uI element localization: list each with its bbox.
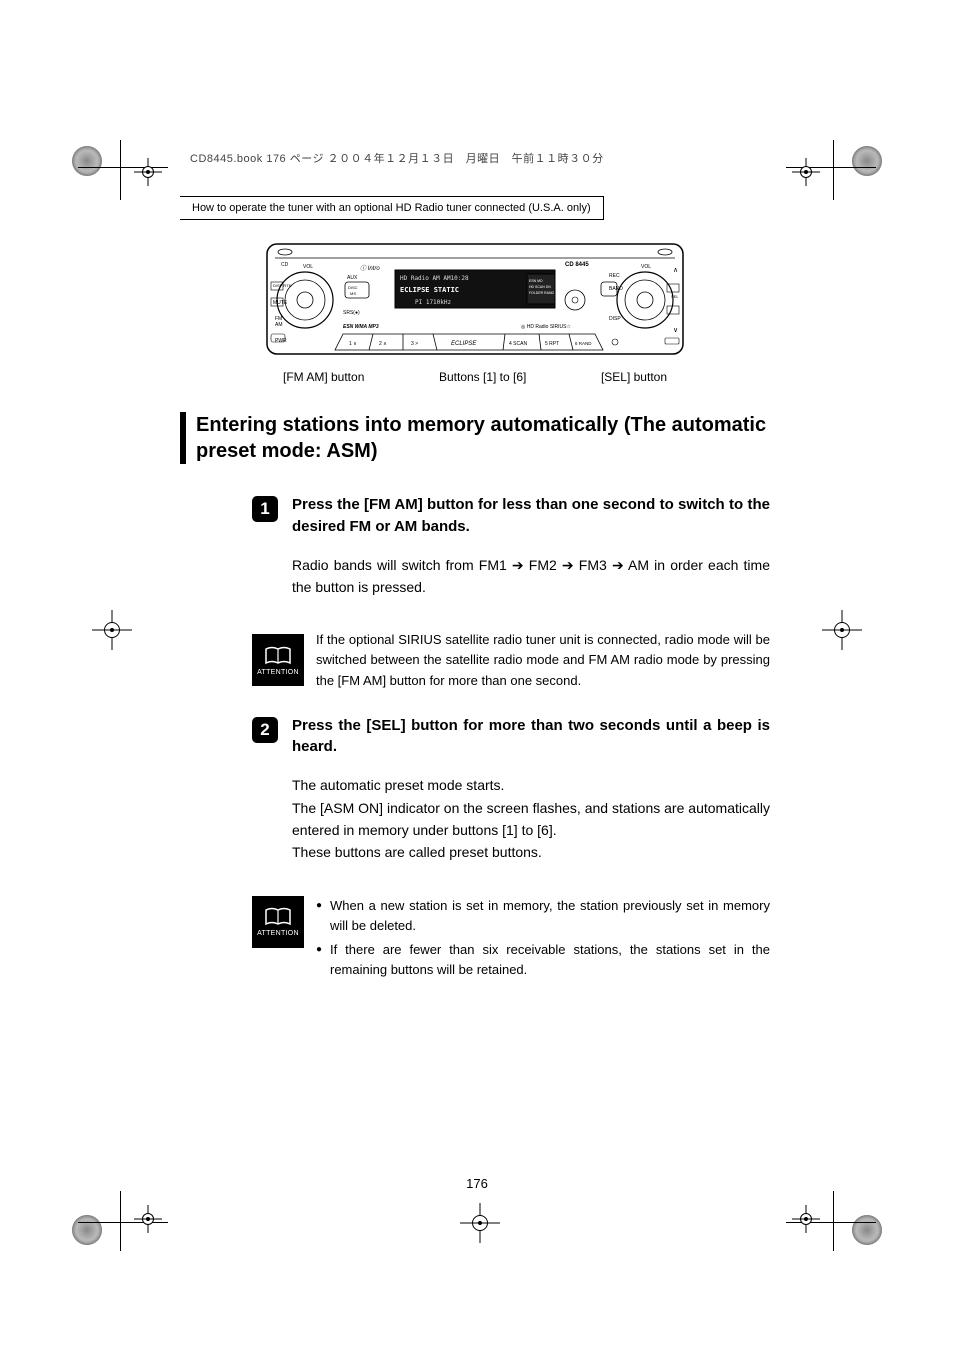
device-figure: CD VOL DISP RTN MUTE FM AM PWR VOL REC B… bbox=[265, 242, 685, 384]
step-1-text: Radio bands will switch from FM1 ➔ FM2 ➔… bbox=[292, 554, 770, 599]
attention-1: ATTENTION If the optional SIRIUS satelli… bbox=[252, 630, 770, 690]
svg-text:PI 1710kHz: PI 1710kHz bbox=[415, 299, 452, 306]
svg-text:6 RAND: 6 RAND bbox=[575, 341, 592, 346]
svg-text:VOL: VOL bbox=[303, 264, 313, 270]
step-2-title: Press the [SEL] button for more than two… bbox=[292, 715, 770, 759]
main-heading: Entering stations into memory automatica… bbox=[196, 412, 770, 464]
svg-text:∧: ∧ bbox=[673, 267, 678, 274]
svg-text:DISP RTN: DISP RTN bbox=[273, 283, 292, 288]
attention-2: ATTENTION When a new station is set in m… bbox=[252, 896, 770, 985]
svg-text:SEL: SEL bbox=[671, 294, 679, 299]
svg-text:BAND: BAND bbox=[609, 286, 623, 292]
step-2: 2 Press the [SEL] button for more than t… bbox=[180, 715, 770, 878]
svg-text:HD SCAN DN: HD SCAN DN bbox=[529, 285, 551, 289]
svg-text:DISP: DISP bbox=[609, 316, 621, 322]
svg-text:MS: MS bbox=[350, 291, 356, 296]
book-header: CD8445.book 176 ページ ２００４年１２月１３日 月曜日 午前１１… bbox=[180, 150, 770, 166]
svg-text:ⓘ Intro: ⓘ Intro bbox=[360, 264, 380, 272]
svg-text:2 ∧: 2 ∧ bbox=[379, 341, 387, 347]
attention-2-bullet-1: When a new station is set in memory, the… bbox=[316, 896, 770, 936]
page-number: 176 bbox=[0, 1176, 954, 1191]
section-header: How to operate the tuner with an optiona… bbox=[180, 196, 604, 220]
figure-callout-left: [FM AM] button bbox=[283, 370, 364, 384]
svg-text:3 >: 3 > bbox=[411, 341, 418, 347]
attention-label-2: ATTENTION bbox=[257, 930, 299, 937]
svg-text:ESN WMA MP3: ESN WMA MP3 bbox=[343, 324, 379, 330]
svg-text:4 SCAN: 4 SCAN bbox=[509, 341, 527, 347]
book-icon bbox=[264, 906, 292, 928]
svg-text:ECLIPSE: ECLIPSE bbox=[451, 341, 477, 347]
svg-text:◎ HD Radio SIRIUS☆: ◎ HD Radio SIRIUS☆ bbox=[521, 324, 571, 330]
svg-text:FOLDER RAND: FOLDER RAND bbox=[529, 291, 555, 295]
attention-badge-1: ATTENTION bbox=[252, 634, 304, 686]
step-1: 1 Press the [FM AM] button for less than… bbox=[180, 494, 770, 612]
svg-text:CD: CD bbox=[281, 262, 289, 268]
step-number-1: 1 bbox=[252, 496, 278, 522]
svg-text:AUX: AUX bbox=[347, 275, 358, 281]
svg-text:HD Radio AM AM10:28: HD Radio AM AM10:28 bbox=[400, 275, 469, 282]
svg-text:ECLIPSE STATIC: ECLIPSE STATIC bbox=[400, 286, 459, 294]
car-stereo-illustration: CD VOL DISP RTN MUTE FM AM PWR VOL REC B… bbox=[265, 242, 685, 362]
svg-text:MUTE: MUTE bbox=[273, 300, 288, 306]
svg-text:AM: AM bbox=[275, 322, 283, 328]
attention-badge-2: ATTENTION bbox=[252, 896, 304, 948]
figure-callout-right: [SEL] button bbox=[601, 370, 667, 384]
attention-2-list: When a new station is set in memory, the… bbox=[316, 896, 770, 985]
svg-text:DISC: DISC bbox=[348, 285, 358, 290]
svg-text:VOL: VOL bbox=[641, 264, 651, 270]
figure-callout-center: Buttons [1] to [6] bbox=[439, 370, 526, 384]
svg-text:CD 8445: CD 8445 bbox=[565, 262, 589, 268]
book-icon bbox=[264, 645, 292, 667]
step-2-text: The automatic preset mode starts.The [AS… bbox=[292, 774, 770, 864]
main-heading-wrap: Entering stations into memory automatica… bbox=[180, 412, 770, 464]
page-content: CD8445.book 176 ページ ２００４年１２月１３日 月曜日 午前１１… bbox=[180, 150, 770, 1008]
svg-text:REC: REC bbox=[609, 273, 620, 279]
svg-text:ESN MD: ESN MD bbox=[529, 279, 543, 283]
svg-text:1 ∨: 1 ∨ bbox=[349, 341, 357, 347]
attention-2-bullet-2: If there are fewer than six receivable s… bbox=[316, 940, 770, 980]
step-number-2: 2 bbox=[252, 717, 278, 743]
step-1-title: Press the [FM AM] button for less than o… bbox=[292, 494, 770, 538]
attention-label-1: ATTENTION bbox=[257, 669, 299, 676]
attention-1-text: If the optional SIRIUS satellite radio t… bbox=[316, 630, 770, 690]
svg-text:SRS(●): SRS(●) bbox=[343, 310, 360, 316]
svg-text:5 RPT: 5 RPT bbox=[545, 341, 559, 347]
svg-text:∨: ∨ bbox=[673, 327, 678, 334]
